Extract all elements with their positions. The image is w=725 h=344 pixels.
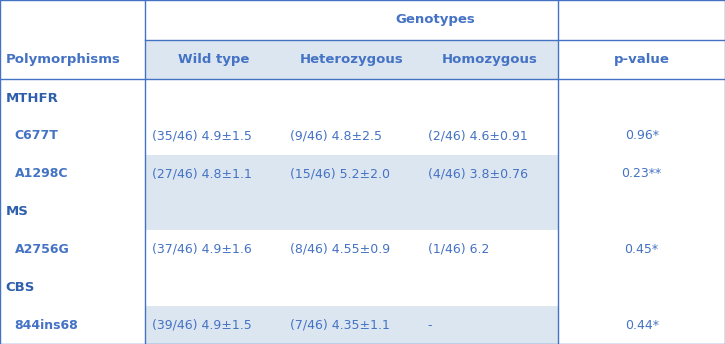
Bar — [0, 230, 145, 268]
Text: A2756G: A2756G — [14, 243, 70, 256]
Bar — [145, 268, 558, 306]
Text: 0.45*: 0.45* — [624, 243, 659, 256]
Text: (15/46) 5.2±2.0: (15/46) 5.2±2.0 — [290, 167, 390, 180]
Bar — [145, 306, 558, 344]
Bar — [145, 155, 558, 193]
Bar — [558, 79, 725, 117]
Text: C677T: C677T — [14, 129, 59, 142]
Text: (35/46) 4.9±1.5: (35/46) 4.9±1.5 — [152, 129, 252, 142]
Text: 0.23**: 0.23** — [621, 167, 662, 180]
Text: (8/46) 4.55±0.9: (8/46) 4.55±0.9 — [290, 243, 390, 256]
Text: Wild type: Wild type — [178, 53, 249, 66]
Text: Heterozygous: Heterozygous — [299, 53, 404, 66]
Bar — [145, 230, 558, 268]
Text: MTHFR: MTHFR — [6, 92, 59, 105]
Bar — [0, 117, 145, 155]
Bar — [558, 268, 725, 306]
Bar — [0, 79, 145, 117]
Text: (9/46) 4.8±2.5: (9/46) 4.8±2.5 — [290, 129, 382, 142]
Text: CBS: CBS — [6, 281, 36, 294]
Text: Genotypes: Genotypes — [395, 13, 475, 26]
Text: (2/46) 4.6±0.91: (2/46) 4.6±0.91 — [428, 129, 528, 142]
Bar — [0, 306, 145, 344]
Text: MS: MS — [6, 205, 29, 218]
Bar — [558, 193, 725, 230]
Text: (37/46) 4.9±1.6: (37/46) 4.9±1.6 — [152, 243, 252, 256]
Bar — [0, 155, 145, 193]
Text: Polymorphisms: Polymorphisms — [6, 53, 120, 66]
Text: (4/46) 3.8±0.76: (4/46) 3.8±0.76 — [428, 167, 528, 180]
Text: -: - — [428, 319, 432, 332]
Text: p-value: p-value — [613, 53, 670, 66]
Text: (39/46) 4.9±1.5: (39/46) 4.9±1.5 — [152, 319, 252, 332]
Bar — [145, 40, 558, 79]
Bar — [0, 0, 725, 40]
Text: 0.44*: 0.44* — [625, 319, 658, 332]
Bar — [558, 155, 725, 193]
Bar — [145, 193, 558, 230]
Bar — [0, 40, 145, 79]
Bar — [145, 117, 558, 155]
Text: (7/46) 4.35±1.1: (7/46) 4.35±1.1 — [290, 319, 390, 332]
Text: (27/46) 4.8±1.1: (27/46) 4.8±1.1 — [152, 167, 252, 180]
Bar — [558, 40, 725, 79]
Bar — [558, 117, 725, 155]
Bar — [558, 306, 725, 344]
Text: Homozygous: Homozygous — [442, 53, 537, 66]
Text: (1/46) 6.2: (1/46) 6.2 — [428, 243, 489, 256]
Text: A1298C: A1298C — [14, 167, 68, 180]
Bar — [0, 268, 145, 306]
Bar — [0, 193, 145, 230]
Text: 844ins68: 844ins68 — [14, 319, 78, 332]
Text: 0.96*: 0.96* — [625, 129, 658, 142]
Bar — [558, 230, 725, 268]
Bar — [145, 79, 558, 117]
